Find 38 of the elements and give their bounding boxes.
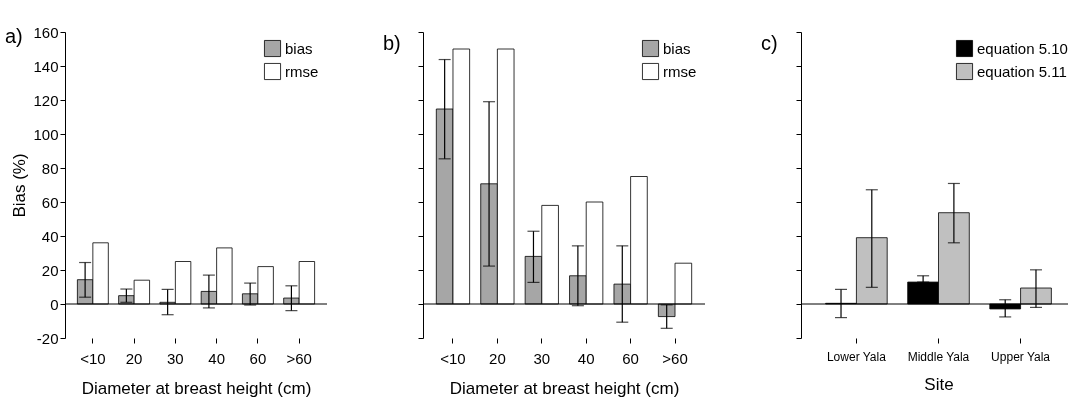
chart-title: b): [383, 31, 401, 54]
x-tick-label: 60: [622, 349, 639, 367]
legend-label: bias: [285, 39, 313, 57]
legend-label: equation 5.11: [977, 62, 1067, 80]
x-tick-label: <10: [440, 349, 466, 367]
x-tick-label: >60: [286, 349, 312, 367]
legend-label: rmse: [663, 62, 697, 80]
y-tick-label: 40: [41, 227, 59, 245]
legend-label: rmse: [285, 62, 319, 80]
x-tick-label: >60: [662, 349, 688, 367]
y-tick-label: 20: [41, 261, 59, 279]
chart-title: a): [5, 25, 23, 47]
x-tick-label: 20: [125, 349, 143, 367]
y-tick-label: 160: [33, 23, 59, 41]
x-axis-title: Diameter at breast height (cm): [81, 378, 312, 398]
legend-label: bias: [663, 39, 691, 57]
y-tick-label: 0: [50, 295, 59, 313]
x-tick-label: Middle Yala: [907, 349, 970, 364]
chart-title: c): [761, 31, 778, 54]
x-tick-label: 60: [249, 349, 267, 367]
x-tick-label: 30: [167, 349, 184, 367]
x-tick-label: 20: [489, 349, 506, 367]
y-tick-label: 80: [41, 159, 59, 177]
x-tick-label: 40: [577, 349, 595, 367]
x-axis-title: Site: [924, 374, 954, 394]
y-axis-title: Bias (%): [10, 153, 30, 218]
x-tick-label: 40: [208, 349, 225, 367]
y-tick-label: -20: [36, 329, 59, 347]
x-tick-label: Lower Yala: [826, 349, 887, 364]
y-tick-label: 60: [41, 193, 59, 211]
legend-label: equation 5.10: [977, 39, 1068, 57]
x-tick-label: 30: [533, 349, 551, 367]
x-tick-label: <10: [80, 349, 106, 367]
x-tick-label: Upper Yala: [991, 349, 1051, 364]
y-tick-label: 120: [33, 91, 59, 109]
y-tick-label: 140: [33, 57, 59, 75]
y-tick-label: 100: [33, 125, 59, 143]
x-axis-title: Diameter at breast height (cm): [449, 378, 680, 398]
